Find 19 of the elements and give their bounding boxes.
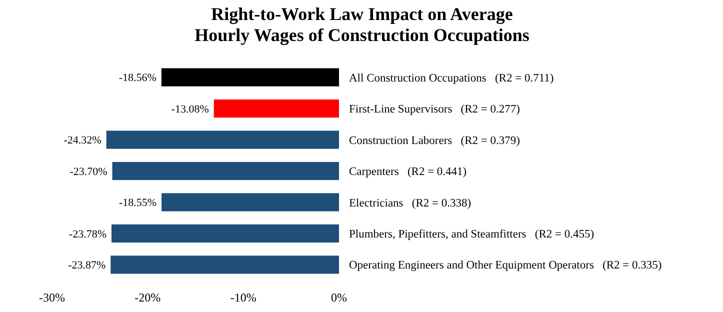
x-tick-label: -10% xyxy=(230,290,256,305)
data-label: -18.55% xyxy=(118,197,157,210)
y-tick-label: Electricians (R2 = 0.338) xyxy=(349,197,472,210)
y-tick-label: All Construction Occupations (R2 = 0.711) xyxy=(349,72,554,84)
x-tick-label: 0% xyxy=(331,290,347,305)
data-label: -18.56% xyxy=(118,72,156,84)
y-tick-label: Plumbers, Pipefitters, and Steamfitters (R2 = 0.455) xyxy=(349,228,594,240)
data-label: -23.87% xyxy=(68,260,106,272)
chart-title: Right-to-Work Law Impact on Average Hourly Wages of Construction Occupations xyxy=(194,4,530,45)
y-tick-label: First-Line Supervisors (R2 = 0.277) xyxy=(349,104,520,116)
data-label: -24.32% xyxy=(64,134,102,147)
x-tick-label: -30% xyxy=(39,290,65,305)
data-label: -23.70% xyxy=(70,166,108,178)
y-tick-label: Construction Laborers (R2 = 0.379) xyxy=(349,134,520,147)
data-label: -23.78% xyxy=(68,228,107,240)
y-tick-label: Carpenters (R2 = 0.441) xyxy=(349,166,467,178)
data-label: -13.08% xyxy=(171,103,209,116)
y-tick-label: Operating Engineers and Other Equipment Operators (R2 = 0.335) xyxy=(349,260,662,272)
x-tick-label: -20% xyxy=(134,290,161,305)
